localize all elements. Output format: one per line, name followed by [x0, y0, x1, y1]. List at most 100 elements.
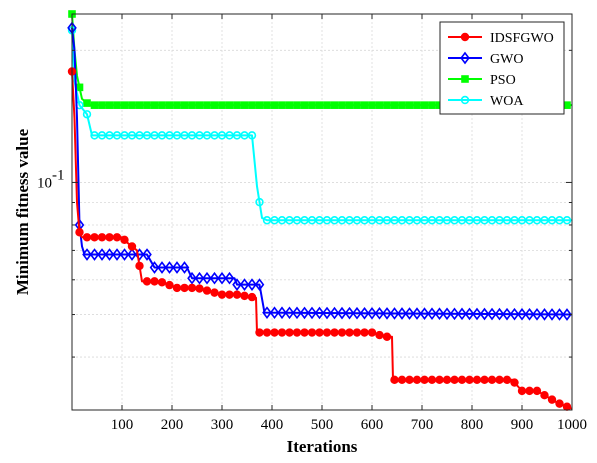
- data-point-marker: [90, 101, 99, 109]
- data-point-marker: [112, 233, 122, 242]
- data-point-marker: [389, 307, 400, 320]
- data-point-marker: [460, 95, 470, 105]
- data-point-marker: [314, 306, 325, 320]
- data-point-marker: [89, 248, 100, 261]
- data-point-marker: [262, 306, 272, 319]
- data-point-marker: [157, 261, 167, 274]
- x-tick-label: 500: [311, 417, 334, 433]
- data-point-marker: [525, 386, 534, 396]
- data-point-marker: [98, 101, 106, 109]
- data-point-marker: [337, 306, 347, 320]
- legend-entry-pso: PSO: [448, 73, 516, 88]
- data-point-marker: [150, 101, 159, 109]
- data-point-marker: [352, 306, 362, 320]
- data-point-marker: [338, 101, 346, 109]
- data-point-marker: [194, 271, 205, 285]
- legend: IDSFGWO GWO PSO WOA: [439, 21, 565, 115]
- data-point-marker: [382, 307, 392, 320]
- data-point-marker: [233, 101, 241, 109]
- data-point-marker: [330, 328, 339, 337]
- data-point-marker: [323, 101, 331, 109]
- data-point-marker: [248, 101, 256, 109]
- data-point-marker: [434, 307, 445, 321]
- data-point-marker: [368, 101, 376, 109]
- data-point-marker: [345, 101, 354, 109]
- data-point-marker: [240, 101, 249, 109]
- data-point-marker: [83, 99, 91, 107]
- data-point-marker: [375, 101, 384, 109]
- data-point-marker: [509, 307, 520, 321]
- data-point-marker: [120, 235, 129, 245]
- data-point-marker: [479, 307, 490, 321]
- data-point-marker: [397, 375, 407, 385]
- data-point-marker: [562, 308, 572, 321]
- data-point-marker: [300, 328, 309, 337]
- data-point-marker: [502, 307, 512, 321]
- data-point-marker: [142, 248, 152, 261]
- data-point-marker: [299, 306, 310, 320]
- x-tick-label: 300: [211, 417, 234, 433]
- data-point-marker: [247, 131, 257, 140]
- data-point-marker: [82, 233, 92, 242]
- legend-label: PSO: [490, 73, 516, 88]
- data-point-marker: [435, 375, 444, 385]
- data-point-marker: [398, 101, 406, 109]
- data-point-marker: [105, 233, 114, 242]
- data-point-marker: [180, 101, 189, 109]
- data-point-marker: [82, 110, 92, 119]
- data-point-marker: [128, 101, 136, 109]
- data-point-marker: [127, 242, 137, 251]
- data-point-marker: [149, 261, 160, 274]
- axis-ticks: 100 200 300 400 500 600 700 800 900 1000 10 -1: [37, 14, 587, 433]
- data-point-marker: [344, 306, 355, 320]
- data-point-marker: [427, 307, 437, 320]
- x-tick-label: 700: [411, 417, 434, 433]
- data-point-marker: [119, 248, 130, 261]
- data-point-marker: [412, 375, 422, 385]
- data-point-marker: [524, 307, 535, 321]
- data-point-marker: [517, 386, 527, 396]
- data-point-marker: [217, 271, 227, 285]
- data-point-marker: [255, 101, 264, 109]
- data-point-marker: [315, 101, 324, 109]
- x-tick-label: 200: [161, 417, 184, 433]
- x-tick-label: 900: [511, 417, 534, 433]
- data-point-marker: [487, 375, 497, 385]
- data-point-marker: [270, 328, 279, 337]
- data-point-marker: [263, 101, 271, 109]
- data-point-marker: [390, 101, 399, 109]
- data-point-marker: [359, 306, 370, 320]
- data-point-marker: [164, 261, 175, 274]
- data-point-marker: [383, 101, 391, 109]
- data-point-marker: [210, 288, 219, 297]
- data-point-marker: [188, 101, 196, 109]
- data-point-marker: [494, 307, 505, 321]
- data-point-marker: [127, 248, 137, 261]
- data-point-marker: [277, 306, 287, 320]
- legend-label: GWO: [490, 52, 523, 67]
- data-point-marker: [202, 286, 212, 295]
- data-point-marker: [330, 101, 339, 109]
- data-point-marker: [405, 101, 414, 109]
- data-point-marker: [307, 306, 317, 320]
- data-point-marker: [495, 375, 504, 385]
- data-point-marker: [90, 233, 99, 242]
- data-point-marker: [419, 307, 430, 320]
- data-point-marker: [105, 101, 114, 109]
- data-point-marker: [345, 328, 354, 337]
- data-point-marker: [300, 101, 309, 109]
- data-point-marker: [367, 306, 377, 320]
- data-point-marker: [97, 248, 107, 261]
- data-point-marker: [224, 271, 235, 285]
- data-point-marker: [353, 101, 361, 109]
- data-point-marker: [120, 101, 129, 109]
- data-point-marker: [510, 378, 519, 387]
- data-point-marker: [285, 101, 294, 109]
- data-point-marker: [322, 328, 332, 337]
- data-point-marker: [427, 375, 437, 385]
- data-point-marker: [225, 101, 234, 109]
- x-tick-label: 1000: [557, 417, 587, 433]
- data-point-marker: [307, 328, 317, 337]
- data-point-marker: [157, 278, 167, 287]
- data-point-marker: [360, 101, 369, 109]
